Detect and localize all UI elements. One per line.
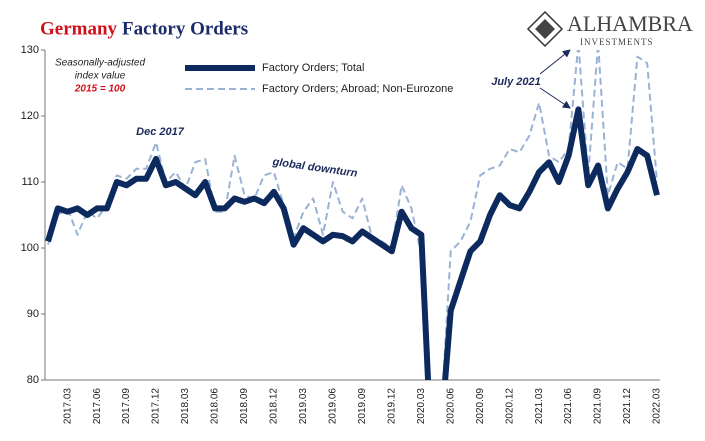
x-tick-label: 2018.06	[210, 388, 221, 425]
x-tick-label: 2019.09	[357, 388, 368, 425]
x-tick-label: 2021.06	[563, 388, 574, 425]
logo: ALHAMBRA INVESTMENTS	[526, 10, 693, 48]
x-tick-label: 2018.03	[180, 388, 191, 425]
x-tick-label: 2018.12	[269, 388, 280, 425]
x-tick-label: 2021.03	[534, 388, 545, 425]
legend-label: Factory Orders; Total	[262, 62, 365, 74]
logo-mark-inner	[535, 19, 555, 39]
chart-title-country: Germany	[40, 18, 118, 39]
x-tick-label: 2020.03	[416, 388, 427, 425]
y-tick-label: 100	[21, 242, 39, 254]
note: 2015 = 100	[74, 84, 126, 95]
logo-mark	[526, 10, 564, 48]
x-tick-label: 2021.12	[622, 388, 633, 425]
chart-title: Factory Orders	[122, 18, 248, 39]
y-tick-label: 90	[27, 308, 39, 320]
series-line	[45, 106, 660, 380]
annotation: July 2021	[491, 76, 541, 88]
arrow	[539, 87, 571, 109]
series-line	[47, 50, 658, 380]
x-tick-label: 2017.12	[151, 388, 162, 425]
arrow	[539, 49, 571, 75]
x-tick-label: 2020.06	[445, 388, 456, 425]
y-tick-label: 80	[27, 374, 39, 386]
note: index value	[75, 71, 126, 82]
y-tick-label: 130	[21, 44, 39, 56]
x-tick-label: 2018.09	[239, 388, 250, 425]
annotation: global downturn	[271, 156, 359, 180]
x-tick-label: 2019.03	[298, 388, 309, 425]
x-tick-label: 2020.09	[475, 388, 486, 425]
note: Seasonally-adjusted	[55, 58, 145, 69]
x-tick-label: 2017.09	[121, 388, 132, 425]
y-tick-label: 110	[21, 176, 39, 188]
x-tick-label: 2017.06	[92, 388, 103, 425]
x-tick-label: 2022.03	[652, 388, 663, 425]
plot-area	[45, 50, 660, 380]
x-tick-label: 2019.06	[327, 388, 338, 425]
logo-name: ALHAMBRA	[567, 11, 693, 36]
logo-subtitle: INVESTMENTS	[580, 37, 654, 47]
y-tick-label: 120	[21, 110, 39, 122]
annotation: Dec 2017	[136, 126, 185, 138]
x-tick-label: 2020.12	[504, 388, 515, 425]
legend-label: Factory Orders; Abroad; Non-Eurozone	[262, 83, 453, 95]
x-tick-label: 2021.09	[593, 388, 604, 425]
x-tick-label: 2019.12	[386, 388, 397, 425]
x-tick-label: 2017.03	[62, 388, 73, 425]
